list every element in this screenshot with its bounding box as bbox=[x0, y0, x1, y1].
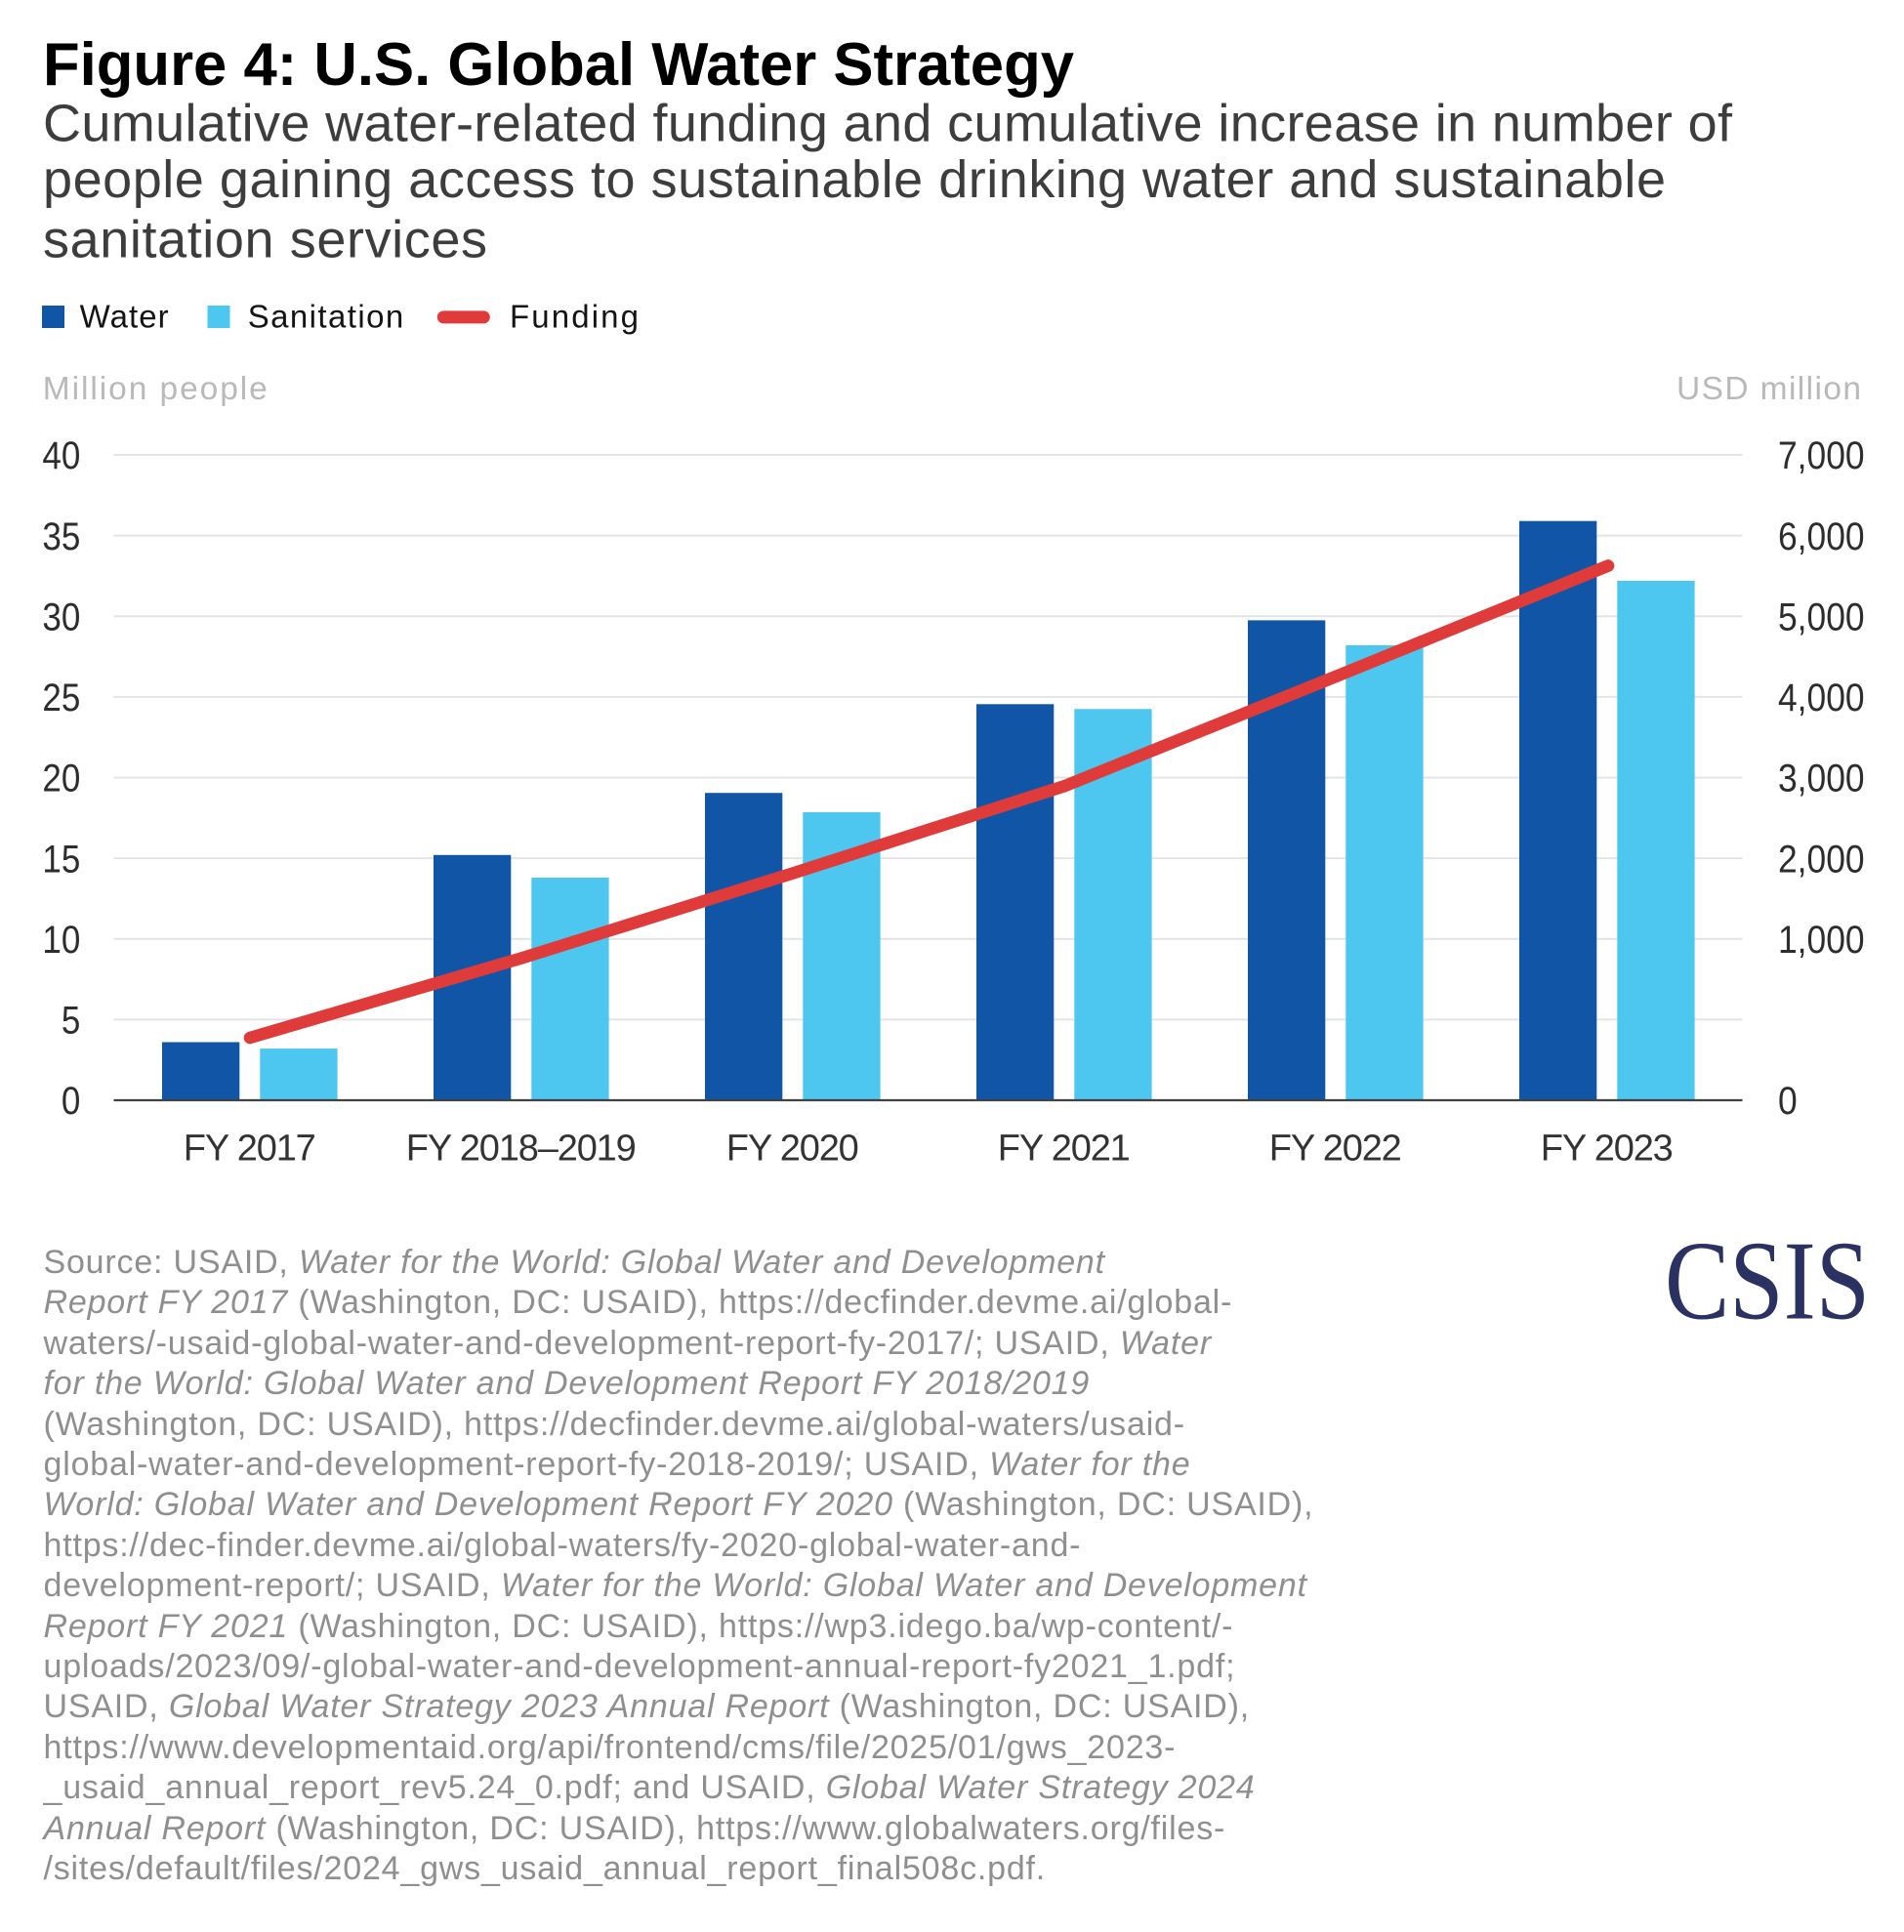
svg-text:20: 20 bbox=[42, 757, 80, 801]
svg-text:Million people: Million people bbox=[43, 371, 268, 407]
svg-text:Water: Water bbox=[80, 299, 169, 335]
svg-text:FY 2022: FY 2022 bbox=[1269, 1129, 1402, 1170]
svg-text:Sanitation: Sanitation bbox=[248, 299, 404, 335]
svg-text:FY 2023: FY 2023 bbox=[1541, 1129, 1674, 1170]
svg-text:3,000: 3,000 bbox=[1778, 758, 1865, 801]
svg-text:15: 15 bbox=[42, 837, 80, 881]
svg-text:2,000: 2,000 bbox=[1778, 838, 1865, 881]
svg-text:people gaining access to susta: people gaining access to sustainable dri… bbox=[43, 150, 1666, 209]
svg-text:5: 5 bbox=[62, 998, 80, 1042]
svg-text:6,000: 6,000 bbox=[1778, 515, 1865, 558]
svg-text:35: 35 bbox=[42, 514, 80, 558]
svg-text:CSIS: CSIS bbox=[1665, 1217, 1870, 1342]
svg-text:FY 2021: FY 2021 bbox=[998, 1129, 1131, 1170]
svg-text:7,000: 7,000 bbox=[1778, 434, 1865, 477]
svg-text:5,000: 5,000 bbox=[1778, 596, 1865, 639]
svg-text:10: 10 bbox=[42, 918, 80, 962]
svg-text:4,000: 4,000 bbox=[1778, 677, 1865, 719]
svg-text:1,000: 1,000 bbox=[1778, 919, 1865, 962]
svg-text:USD million: USD million bbox=[1676, 371, 1861, 407]
svg-text:FY 2018–2019: FY 2018–2019 bbox=[406, 1129, 637, 1170]
svg-text:sanitation services: sanitation services bbox=[43, 210, 487, 268]
svg-text:25: 25 bbox=[42, 676, 80, 719]
svg-text:Figure 4: U.S. Global Water St: Figure 4: U.S. Global Water Strategy bbox=[43, 31, 1075, 99]
svg-text:0: 0 bbox=[1778, 1080, 1798, 1123]
svg-text:FY 2020: FY 2020 bbox=[726, 1129, 859, 1170]
svg-text:30: 30 bbox=[42, 595, 80, 638]
svg-text:0: 0 bbox=[62, 1079, 80, 1123]
svg-text:FY 2017: FY 2017 bbox=[184, 1129, 316, 1170]
svg-text:Cumulative water-related fundi: Cumulative water-related funding and cum… bbox=[43, 94, 1733, 152]
svg-text:Funding: Funding bbox=[510, 299, 639, 335]
svg-text:40: 40 bbox=[42, 433, 80, 477]
